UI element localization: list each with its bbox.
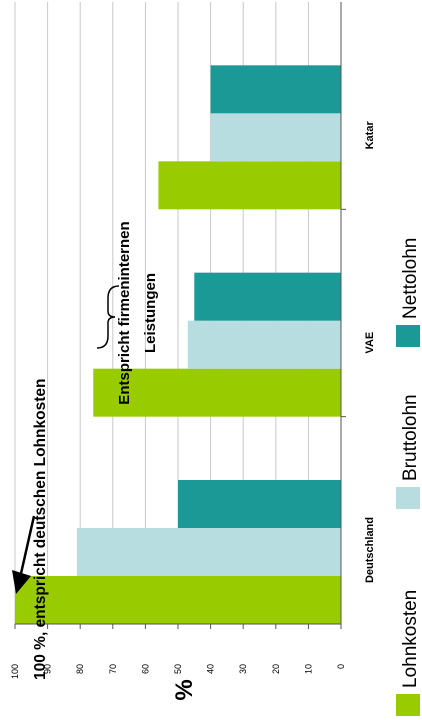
axes: 0 10 20 30 40 50 60 70 80 90 100 <box>10 2 346 679</box>
y-axis-label: % <box>171 679 198 700</box>
bar-katar-bruttolohn <box>210 113 341 162</box>
tick-label-50: 50 <box>173 664 183 674</box>
category-label-deutschland: Deutschland <box>364 517 376 583</box>
tick-label-100: 100 <box>10 664 20 679</box>
arrow-shaft <box>18 515 36 579</box>
bars <box>15 65 342 624</box>
legend-label-lohnkosten: Lohnkosten <box>400 590 421 688</box>
bar-vae-lohnkosten <box>93 368 342 417</box>
bar-vae-bruttolohn <box>187 320 341 369</box>
tick-label-60: 60 <box>140 664 150 674</box>
tick-label-20: 20 <box>271 664 281 674</box>
tick-label-30: 30 <box>238 664 248 674</box>
brace-annotation <box>96 285 120 349</box>
annotation-100-percent: 100 %, entspricht deutschen Lohnkosten <box>32 379 49 680</box>
bar-katar-lohnkosten <box>158 161 341 210</box>
legend-swatch-bruttolohn <box>396 487 420 509</box>
arrow-head <box>12 570 31 594</box>
tick-label-40: 40 <box>206 664 216 674</box>
tick-label-80: 80 <box>75 664 85 674</box>
category-label-vae: VAE <box>364 332 376 354</box>
bar-deutschland-lohnkosten <box>15 576 341 624</box>
legend-label-bruttolohn: Bruttolohn <box>400 394 421 481</box>
annotation-firmenintern-line2: Leistungen <box>142 273 159 353</box>
tick-label-10: 10 <box>303 664 313 674</box>
annotations: 100 %, entspricht deutschen Lohnkosten E… <box>32 221 159 680</box>
bar-deutschland-bruttolohn <box>76 528 341 576</box>
bar-katar-nettolohn <box>210 65 341 114</box>
annotation-firmenintern-line1: Entspricht firmeninternen <box>116 221 133 404</box>
category-label-katar: Katar <box>364 121 376 150</box>
bar-deutschland-nettolohn <box>178 480 341 528</box>
tick-label-90: 90 <box>43 664 53 674</box>
category-labels: Deutschland VAE Katar <box>364 121 376 583</box>
tick-label-0: 0 <box>336 664 346 669</box>
arrow-annotation <box>12 515 36 594</box>
legend: Lohnkosten Bruttolohn Nettolohn <box>396 238 421 716</box>
legend-swatch-nettolohn <box>396 325 420 347</box>
tick-label-70: 70 <box>108 664 118 674</box>
legend-label-nettolohn: Nettolohn <box>400 238 421 319</box>
legend-swatch-lohnkosten <box>396 694 420 716</box>
bar-vae-nettolohn <box>194 272 341 321</box>
